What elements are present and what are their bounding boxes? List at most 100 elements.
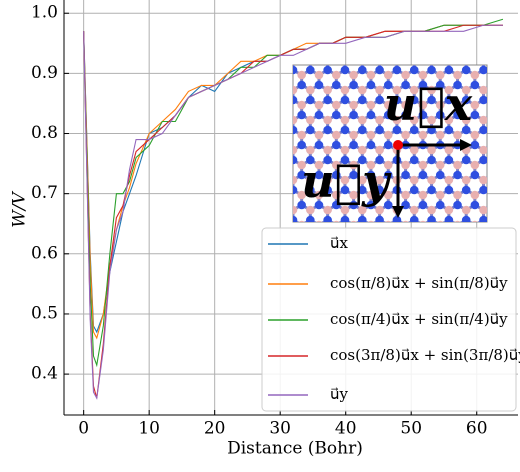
atom xyxy=(280,191,289,200)
atom xyxy=(471,41,480,50)
bond xyxy=(267,205,276,210)
bond xyxy=(267,85,276,90)
y-tick-label: 0.6 xyxy=(31,243,58,263)
atom xyxy=(435,190,445,200)
atom xyxy=(263,191,272,200)
atom xyxy=(505,191,514,200)
atom xyxy=(453,100,462,110)
bond xyxy=(501,205,510,210)
atom xyxy=(418,130,428,140)
atom xyxy=(271,126,280,135)
atom xyxy=(271,86,280,95)
atom xyxy=(293,95,298,105)
bond xyxy=(501,70,510,75)
atom xyxy=(418,200,428,210)
atom xyxy=(314,100,324,110)
atom xyxy=(366,160,376,170)
atom xyxy=(280,101,289,110)
atom xyxy=(497,56,506,65)
atom xyxy=(505,51,514,60)
atom xyxy=(383,200,393,210)
bond xyxy=(250,100,259,105)
bond xyxy=(492,85,501,90)
atom xyxy=(357,205,367,215)
atom xyxy=(297,200,306,210)
bond xyxy=(267,160,276,165)
bond xyxy=(267,130,276,135)
atom xyxy=(409,205,419,215)
atom xyxy=(409,185,419,195)
bond xyxy=(250,130,259,135)
atom xyxy=(254,86,263,95)
atom xyxy=(514,116,520,125)
atom xyxy=(479,56,488,65)
atom xyxy=(453,130,462,140)
atom xyxy=(444,145,454,155)
atom xyxy=(427,85,436,95)
atom xyxy=(461,95,471,105)
bond xyxy=(293,178,294,180)
atom xyxy=(409,145,419,155)
atom xyxy=(293,65,298,75)
atom xyxy=(323,185,332,195)
atom xyxy=(314,140,324,150)
bond xyxy=(250,190,259,195)
atom xyxy=(306,85,315,95)
atom xyxy=(314,160,324,170)
series-line xyxy=(83,24,503,400)
atom xyxy=(254,186,263,195)
atom xyxy=(254,206,263,215)
atom xyxy=(298,220,305,222)
atom xyxy=(514,176,520,185)
atom xyxy=(293,85,298,95)
atom xyxy=(306,56,315,65)
bond xyxy=(397,55,406,60)
atom xyxy=(323,115,332,125)
atom xyxy=(366,170,376,180)
bond xyxy=(492,220,501,225)
atom xyxy=(306,125,315,135)
bond xyxy=(336,55,345,60)
atom xyxy=(314,200,324,210)
atom xyxy=(444,95,454,105)
atom xyxy=(409,125,419,135)
atom xyxy=(340,215,350,222)
x-tick-label: 30 xyxy=(269,419,291,439)
bond xyxy=(510,175,519,180)
atom xyxy=(453,41,462,50)
atom xyxy=(349,200,358,210)
atom xyxy=(263,41,272,50)
atom xyxy=(437,220,444,222)
atom xyxy=(375,185,384,195)
atom xyxy=(263,81,272,90)
y-axis-label: W/V xyxy=(10,191,30,228)
atom xyxy=(366,190,376,200)
atom xyxy=(427,175,436,185)
atom xyxy=(444,185,454,195)
bond xyxy=(501,160,510,165)
atom xyxy=(514,186,520,195)
bond xyxy=(492,190,501,195)
atom xyxy=(497,176,506,185)
atom xyxy=(366,70,376,80)
atom xyxy=(488,71,497,80)
atom xyxy=(461,155,471,165)
bond xyxy=(258,160,267,165)
atom xyxy=(297,160,306,170)
atom xyxy=(479,185,487,195)
atom xyxy=(323,155,332,165)
bond xyxy=(510,70,519,75)
atom xyxy=(349,190,358,200)
bond xyxy=(501,190,510,195)
y-tick-label: 1.0 xyxy=(31,3,58,23)
atom xyxy=(444,125,454,135)
atom xyxy=(293,115,298,125)
atom xyxy=(340,65,350,75)
atom xyxy=(488,81,497,90)
bond xyxy=(267,70,276,75)
atom xyxy=(488,201,497,210)
bond xyxy=(293,88,294,90)
atom xyxy=(427,205,436,215)
atom xyxy=(505,141,514,150)
atom xyxy=(358,56,367,65)
